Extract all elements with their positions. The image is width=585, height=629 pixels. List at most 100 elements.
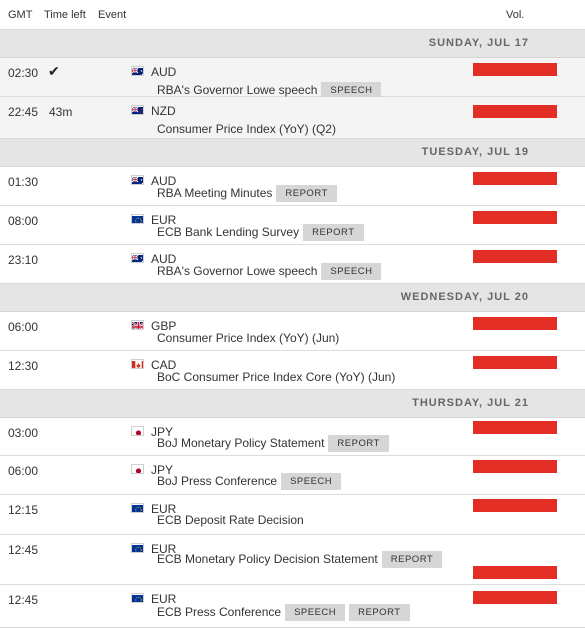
volatility-column-header[interactable]: Vol. — [506, 9, 525, 21]
volatility-bar — [473, 591, 557, 604]
event-time: 12:45 — [8, 543, 39, 557]
eu-flag-icon — [131, 503, 144, 513]
volatility-bar — [473, 317, 557, 330]
volatility-bar — [473, 356, 557, 369]
event-time-left: 43m — [49, 105, 73, 119]
volatility-bar — [473, 250, 557, 263]
report-tag: REPORT — [303, 223, 364, 241]
event-time: 08:00 — [8, 214, 39, 228]
currency-code: AUD — [151, 65, 177, 79]
speech-tag: SPEECH — [281, 472, 342, 490]
checkmark-icon: ✔ — [48, 63, 60, 79]
event-row[interactable]: 12:45 EUR ECB Monetary Policy Decision S… — [0, 535, 585, 585]
currency-code: JPY — [151, 463, 174, 477]
day-label: THURSDAY, JUL 21 — [412, 397, 529, 409]
event-line: RBA's Governor Lowe speech SPEECH — [157, 262, 382, 282]
day-separator: WEDNESDAY, JUL 20 — [0, 284, 585, 312]
event-time: 12:15 — [8, 503, 39, 517]
currency-code: EUR — [151, 213, 177, 227]
event-name[interactable]: Consumer Price Index (YoY) (Jun) — [157, 331, 340, 345]
volatility-bar — [473, 421, 557, 434]
eu-flag-icon — [131, 214, 144, 224]
gb-flag-icon — [131, 320, 144, 330]
speech-tag: SPEECH — [321, 262, 382, 280]
day-separator: SUNDAY, JUL 17 — [0, 30, 585, 58]
event-line: RBA Meeting Minutes REPORT — [157, 184, 337, 204]
event-time: 06:00 — [8, 464, 39, 478]
event-row[interactable]: 08:00 EUR ECB Bank Lending Survey REPORT — [0, 206, 585, 245]
volatility-bar — [473, 172, 557, 185]
event-name[interactable]: BoC Consumer Price Index Core (YoY) (Jun… — [157, 370, 396, 384]
event-line: BoJ Press Conference SPEECH — [157, 472, 342, 492]
event-row[interactable]: 06:00 GBP Consumer Price Index (YoY) (Ju… — [0, 312, 585, 351]
event-name[interactable]: Consumer Price Index (YoY) (Q2) — [157, 122, 336, 136]
event-row[interactable]: 12:45 EUR ECB Press Conference SPEECH REPO… — [0, 585, 585, 628]
currency-code: EUR — [151, 502, 177, 516]
eu-flag-icon — [131, 593, 144, 603]
event-name[interactable]: ECB Bank Lending Survey — [157, 225, 300, 239]
event-line: RBA's Governor Lowe speech SPEECH — [157, 81, 382, 101]
currency-code: EUR — [151, 592, 177, 606]
event-name[interactable]: BoJ Press Conference — [157, 474, 278, 488]
event-row[interactable]: 02:30 ✔ AUD RBA's Governor Lowe speech SP… — [0, 58, 585, 99]
event-time: 06:00 — [8, 320, 39, 334]
au-flag-icon — [131, 175, 144, 185]
event-time: 03:00 — [8, 426, 39, 440]
calendar-header: GMT Time left Event Vol. — [0, 0, 585, 30]
currency-code: EUR — [151, 542, 177, 556]
currency-code: GBP — [151, 319, 177, 333]
au-flag-icon — [131, 66, 144, 76]
volatility-bar — [473, 566, 557, 579]
event-line: ECB Bank Lending Survey REPORT — [157, 223, 364, 243]
volatility-bar — [473, 63, 557, 76]
event-row[interactable]: 03:00 JPY BoJ Monetary Policy Statement R… — [0, 418, 585, 456]
day-label: SUNDAY, JUL 17 — [428, 37, 529, 49]
event-time: 23:10 — [8, 253, 39, 267]
event-name[interactable]: RBA Meeting Minutes — [157, 186, 273, 200]
event-row[interactable]: 12:15 EUR ECB Deposit Rate Decision — [0, 495, 585, 535]
event-name[interactable]: RBA's Governor Lowe speech — [157, 264, 318, 278]
event-row[interactable]: 22:45 43m NZD Consumer Price Index (YoY)… — [0, 97, 585, 139]
event-time: 01:30 — [8, 175, 39, 189]
volatility-bar — [473, 105, 557, 118]
time-left-column-header[interactable]: Time left — [44, 9, 86, 21]
report-tag: REPORT — [276, 184, 337, 202]
event-row[interactable]: 01:30 AUD RBA Meeting Minutes REPORT — [0, 167, 585, 206]
currency-code: CAD — [151, 358, 177, 372]
currency-code: AUD — [151, 252, 177, 266]
report-tag: REPORT — [381, 550, 443, 568]
gmt-column-header[interactable]: GMT — [8, 9, 33, 21]
event-row[interactable]: 06:00 JPY BoJ Press Conference SPEECH — [0, 456, 585, 495]
event-name[interactable]: BoJ Monetary Policy Statement — [157, 436, 325, 450]
event-line: ECB Press Conference SPEECH REPORT — [157, 603, 410, 623]
day-separator: THURSDAY, JUL 21 — [0, 390, 585, 418]
speech-tag: SPEECH — [321, 81, 382, 99]
event-column-header[interactable]: Event — [98, 9, 127, 21]
event-line: ECB Monetary Policy Decision Statement RE… — [157, 550, 443, 570]
event-time: 12:45 — [8, 593, 39, 607]
event-line: BoJ Monetary Policy Statement REPORT — [157, 434, 389, 454]
event-name[interactable]: ECB Press Conference — [157, 605, 282, 619]
eu-flag-icon — [131, 543, 144, 553]
day-separator: TUESDAY, JUL 19 — [0, 139, 585, 167]
day-label: WEDNESDAY, JUL 20 — [400, 291, 529, 303]
currency-code: JPY — [151, 425, 174, 439]
event-time: 12:30 — [8, 359, 39, 373]
report-tag: REPORT — [349, 603, 410, 621]
event-row[interactable]: 23:10 AUD RBA's Governor Lowe speech SPEE… — [0, 245, 585, 284]
event-row[interactable]: 12:30 CAD BoC Consumer Price Index Core … — [0, 351, 585, 390]
volatility-bar — [473, 211, 557, 224]
event-name[interactable]: RBA's Governor Lowe speech — [157, 83, 318, 97]
currency-code: NZD — [151, 104, 176, 118]
report-tag: REPORT — [328, 434, 389, 452]
event-time: 02:30 — [8, 66, 39, 80]
day-label: TUESDAY, JUL 19 — [421, 146, 529, 158]
event-line: Consumer Price Index (YoY) (Q2) — [157, 120, 336, 140]
event-line: BoC Consumer Price Index Core (YoY) (Jun… — [157, 368, 395, 388]
volatility-bar — [473, 499, 557, 512]
event-name[interactable]: ECB Deposit Rate Decision — [157, 513, 304, 527]
event-line: Consumer Price Index (YoY) (Jun) — [157, 329, 339, 349]
event-name[interactable]: ECB Monetary Policy Decision Statement — [157, 552, 378, 566]
jp-flag-icon — [131, 464, 144, 474]
jp-flag-icon — [131, 426, 144, 436]
